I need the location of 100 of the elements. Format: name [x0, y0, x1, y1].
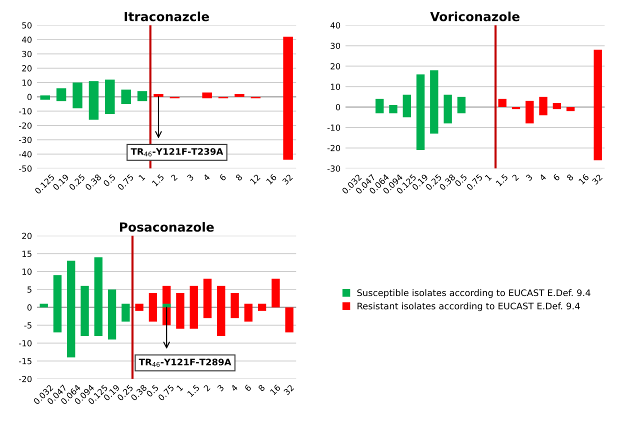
x-tick-label: 32 — [592, 174, 603, 185]
x-tick-label: 6 — [219, 174, 226, 182]
bar — [137, 91, 148, 102]
bar — [457, 96, 466, 114]
bar — [498, 98, 506, 108]
bar — [230, 293, 239, 318]
y-tick-label: 0 — [27, 94, 32, 100]
chart-title: Voriconazole — [430, 12, 520, 22]
bar — [53, 275, 62, 332]
y-tick-label: 30 — [330, 42, 340, 49]
x-tick-label: 32 — [283, 384, 294, 396]
y-tick-label: -10 — [18, 340, 32, 346]
x-tick-label: 0.5 — [146, 384, 159, 398]
chart-title: Itraconazcle — [124, 12, 209, 22]
bar — [121, 90, 131, 104]
x-tick-label: 16 — [266, 174, 277, 185]
bar — [40, 95, 50, 100]
y-tick-label: 5 — [28, 286, 32, 293]
bar — [566, 107, 575, 112]
x-tick-label: 12 — [250, 174, 260, 185]
x-tick-label: 6 — [552, 174, 560, 182]
bar — [72, 82, 82, 108]
x-tick-label: 2 — [203, 384, 210, 392]
legend-label: Resistant isolates according to EUCAST E.Def. 9.4 — [358, 302, 580, 312]
y-tick-label: -5 — [24, 322, 32, 329]
bar — [154, 94, 164, 97]
bar — [272, 278, 280, 308]
bar — [148, 293, 158, 322]
bar — [285, 307, 294, 332]
bar — [162, 304, 171, 308]
x-tick-label: 0.5 — [454, 174, 468, 187]
x-tick-label: 4 — [202, 174, 210, 182]
bar — [135, 304, 144, 311]
bar — [444, 94, 452, 124]
x-tick-label: 1.5 — [187, 384, 200, 398]
x-tick-label: 2 — [170, 174, 178, 182]
annotation: TR$_{46}$-Y121F-T289A — [138, 358, 232, 367]
y-tick-label: -20 — [18, 122, 32, 129]
y-tick-label: 20 — [330, 63, 340, 70]
y-tick-label: 15 — [22, 250, 32, 257]
x-tick-label: 2 — [512, 174, 519, 182]
bar — [389, 105, 398, 114]
bar — [176, 293, 184, 329]
x-tick-label: 4 — [230, 384, 238, 392]
x-tick-label: 0.5 — [102, 174, 116, 187]
y-tick-label: 10 — [22, 268, 32, 275]
bar — [416, 74, 425, 150]
x-tick-label: 16 — [578, 174, 590, 185]
y-tick-label: -20 — [327, 144, 340, 152]
bar — [94, 257, 102, 336]
y-tick-label: -30 — [18, 136, 32, 144]
x-tick-label: 8 — [235, 174, 243, 182]
bar — [108, 289, 116, 340]
bar — [244, 304, 253, 322]
x-tick-label: 1 — [484, 174, 492, 181]
bar — [526, 100, 534, 124]
y-tick-label: 50 — [22, 22, 32, 29]
legend-label: Susceptible isolates according to EUCAST E.Def. 9.4 — [357, 289, 590, 298]
y-tick-label: 20 — [22, 65, 32, 72]
y-tick-label: 0 — [27, 304, 32, 311]
x-tick-label: 1 — [138, 174, 146, 181]
y-tick-label: 10 — [22, 79, 32, 86]
x-tick-label: 1.5 — [152, 174, 164, 187]
bar — [430, 70, 438, 134]
x-tick-label: 6 — [244, 384, 252, 392]
bar — [122, 304, 130, 322]
x-tick-label: 8 — [566, 174, 574, 182]
bar — [88, 81, 99, 120]
chart-title: Posaconazole — [120, 222, 214, 232]
bar — [217, 286, 226, 336]
bar — [594, 50, 602, 160]
bar — [258, 304, 266, 311]
y-tick-label: 0 — [336, 104, 340, 110]
y-tick-label: -30 — [327, 165, 340, 172]
bar — [67, 260, 76, 358]
bar — [202, 92, 212, 98]
x-tick-label: 1.5 — [496, 174, 508, 187]
bar — [376, 98, 384, 114]
y-tick-label: -20 — [18, 376, 32, 382]
y-tick-label: 40 — [22, 36, 32, 43]
bar — [203, 278, 212, 318]
bar — [105, 80, 115, 114]
x-tick-label: 16 — [270, 384, 281, 396]
y-tick-label: -50 — [18, 165, 32, 172]
bar — [80, 286, 89, 336]
x-tick-label: 4 — [539, 174, 546, 182]
x-tick-label: 1 — [176, 384, 184, 392]
bar — [539, 96, 548, 116]
bar — [552, 102, 562, 110]
bar — [402, 94, 411, 118]
annotation: TR$_{46}$-Y121F-T239A — [130, 148, 224, 156]
x-tick-label: 3 — [216, 384, 224, 392]
x-tick-label: 3 — [186, 174, 194, 182]
bar — [190, 286, 198, 329]
y-tick-label: 20 — [22, 232, 32, 240]
y-tick-label: 30 — [22, 50, 32, 58]
y-tick-label: -10 — [327, 124, 340, 131]
x-tick-label: 32 — [282, 174, 293, 185]
y-tick-label: 40 — [330, 22, 340, 29]
y-tick-label: 10 — [330, 84, 340, 90]
